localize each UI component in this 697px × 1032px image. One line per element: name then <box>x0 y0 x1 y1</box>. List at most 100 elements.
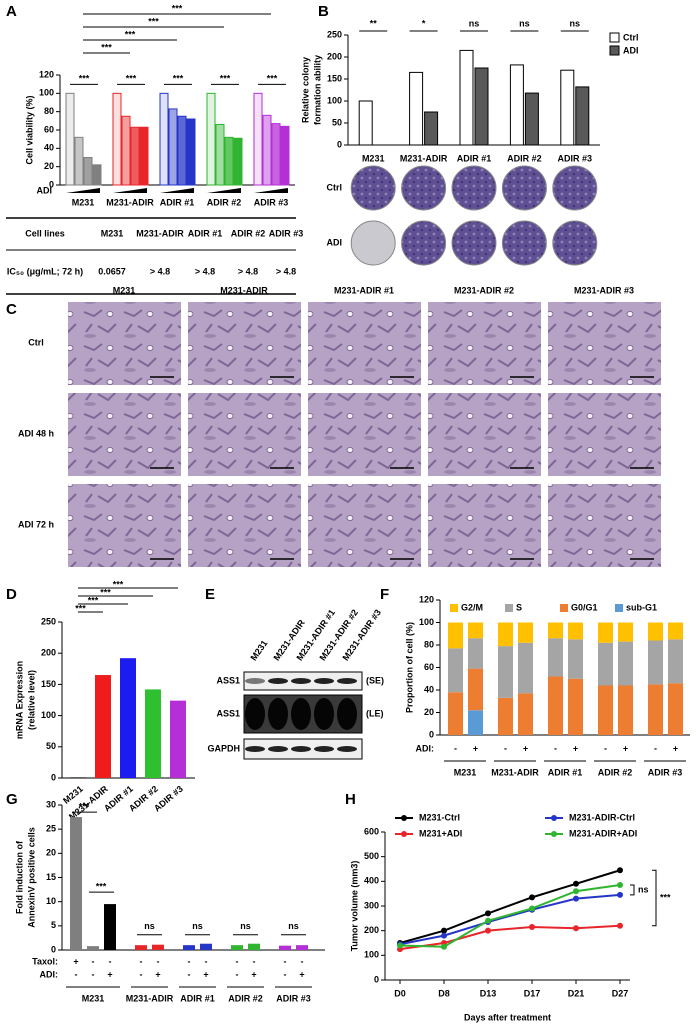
treatment-sign: - <box>504 743 507 753</box>
micrograph <box>308 302 421 385</box>
bar <box>92 164 102 186</box>
significance: *** <box>79 74 90 84</box>
category-label: ADIR #2 <box>598 767 633 777</box>
y-tick-label: 100 <box>327 95 342 105</box>
series-line <box>399 893 621 946</box>
table-cell: > 4.8 <box>238 266 258 276</box>
blot-band <box>291 698 311 730</box>
bar-segment <box>568 622 583 640</box>
treatment-sign: - <box>604 743 607 753</box>
bar <box>233 137 243 186</box>
micrograph <box>308 484 421 567</box>
table-cell: > 4.8 <box>276 266 296 276</box>
bar <box>524 92 539 146</box>
bar-segment <box>498 646 513 698</box>
point <box>617 882 623 889</box>
blot-band <box>268 678 288 684</box>
x-tick-label: D21 <box>568 988 585 998</box>
series-line <box>399 884 621 948</box>
bar-segment <box>518 693 533 735</box>
bar-segment <box>468 622 483 639</box>
micrograph <box>188 484 301 567</box>
micrograph <box>548 302 661 385</box>
table-cell: IC₅₀ (μg/mL; 72 h) <box>7 266 83 276</box>
category-label: ADIR #1 <box>180 993 215 1003</box>
legend-label: G0/G1 <box>571 602 598 612</box>
panel-label: H <box>345 791 356 808</box>
colony-dish <box>350 220 396 266</box>
panel-label: D <box>6 586 17 603</box>
bar <box>168 108 178 186</box>
point <box>485 910 491 917</box>
y-tick-label: 15 <box>46 872 56 882</box>
y-tick-label: 40 <box>424 684 434 694</box>
colony-dish <box>350 165 396 211</box>
blot-label: GAPDH <box>207 743 240 753</box>
point <box>529 923 535 930</box>
panel-label: G <box>6 791 18 808</box>
dose-wedge <box>113 188 147 193</box>
micrograph <box>428 484 541 567</box>
micrograph <box>548 484 661 567</box>
y-tick-label: 250 <box>327 29 342 39</box>
significance: ns <box>144 921 155 931</box>
legend-label: M231-ADIR-Ctrl <box>569 812 635 822</box>
row-label: Ctrl <box>327 182 343 192</box>
bar-segment <box>618 622 633 642</box>
bar <box>296 945 308 950</box>
legend-label: M231-Ctrl <box>419 812 460 822</box>
group-label: M231 <box>72 197 95 207</box>
y-tick-label: 80 <box>44 106 54 116</box>
bar <box>253 92 263 186</box>
category-label: M231 <box>82 993 105 1003</box>
bar-segment <box>618 685 633 735</box>
legend-label: ADI <box>623 45 639 55</box>
bar-segment <box>498 622 513 647</box>
table-cell: > 4.8 <box>150 266 170 276</box>
bar <box>145 689 161 778</box>
bar <box>120 658 136 778</box>
treatment-sign: - <box>75 969 78 979</box>
treatment-sign: + <box>203 969 208 979</box>
bar <box>65 92 75 186</box>
blot-band <box>337 678 357 684</box>
y-tick-label: 150 <box>41 679 56 689</box>
treatment-sign: - <box>284 956 287 966</box>
bar <box>459 49 474 146</box>
y-axis-label: mRNA Expression <box>14 661 24 739</box>
legend-label: S <box>516 602 522 612</box>
x-tick-label: D8 <box>438 988 450 998</box>
blot-band <box>245 698 265 730</box>
bar <box>112 92 122 186</box>
colony-dish <box>552 165 598 211</box>
treatment-sign: - <box>284 969 287 979</box>
treatment-sign: + <box>155 969 160 979</box>
point <box>441 943 447 950</box>
legend-swatch <box>609 45 620 56</box>
treatment-sign: + <box>299 969 304 979</box>
significance: *** <box>101 42 112 52</box>
treatment-sign: - <box>654 743 657 753</box>
bar-segment <box>468 668 483 711</box>
bar-segment <box>448 648 463 693</box>
significance: ns <box>192 921 203 931</box>
bar <box>248 943 260 950</box>
y-tick-label: 0 <box>51 944 56 954</box>
bar-segment <box>548 676 563 735</box>
significance: ns <box>469 18 480 28</box>
significance: *** <box>75 603 86 613</box>
point <box>617 891 623 898</box>
blot-note: (LE) <box>366 708 384 718</box>
table-cell: > 4.8 <box>195 266 215 276</box>
category-label: M231-ADIR <box>491 767 539 777</box>
y-tick-label: 0 <box>374 974 379 984</box>
significance: * <box>422 18 426 28</box>
blot-band <box>268 746 288 752</box>
column-label: M231-ADIR #3 <box>574 285 634 295</box>
y-tick-label: 10 <box>46 896 56 906</box>
bar-segment <box>448 622 463 649</box>
dose-wedge <box>160 188 194 193</box>
significance: ns <box>519 18 530 28</box>
bar <box>262 114 272 186</box>
panel-label: B <box>318 3 329 20</box>
